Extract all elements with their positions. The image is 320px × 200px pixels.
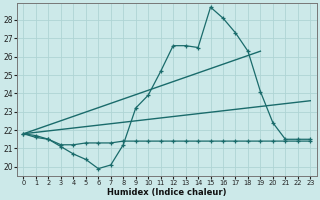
- X-axis label: Humidex (Indice chaleur): Humidex (Indice chaleur): [107, 188, 227, 197]
